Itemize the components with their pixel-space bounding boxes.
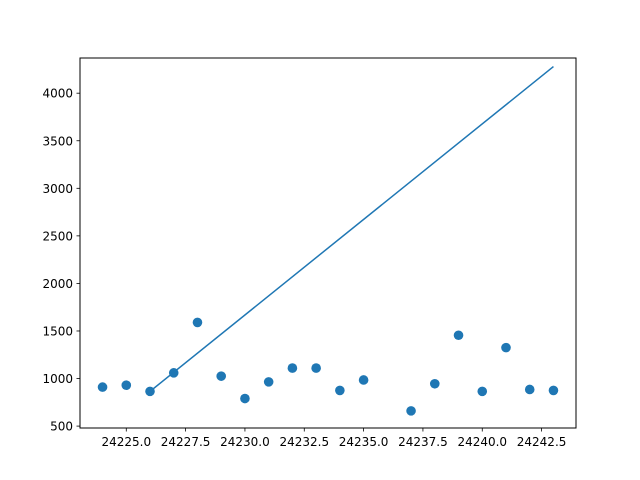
- trend-line: [149, 65, 554, 392]
- scatter-point: [192, 317, 203, 328]
- x-tick-label: 24230.0: [220, 435, 270, 449]
- scatter-point: [358, 375, 369, 385]
- y-tick-label: 3500: [42, 134, 73, 148]
- scatter-point: [121, 380, 132, 390]
- scatter-point: [477, 386, 488, 397]
- scatter-point: [216, 371, 227, 381]
- scatter-point: [97, 382, 108, 392]
- plot-frame: [79, 57, 577, 429]
- x-tick-label: 24232.5: [279, 435, 329, 449]
- x-tick-label: 24225.0: [101, 435, 151, 449]
- y-tick-label: 4000: [42, 87, 73, 101]
- x-tick-label: 24227.5: [161, 435, 211, 449]
- scatter-point: [524, 384, 535, 395]
- scatter-point: [429, 378, 440, 389]
- x-tick-label: 24235.0: [339, 435, 389, 449]
- scatter-point: [287, 363, 298, 373]
- scatter-point: [548, 385, 559, 396]
- y-tick-label: 2000: [42, 277, 73, 291]
- x-tick-label: 24240.0: [457, 435, 507, 449]
- series-layer: [97, 65, 559, 416]
- y-tick-label: 1500: [42, 324, 73, 338]
- scatter-point: [501, 342, 511, 353]
- y-axis-ticks: 500 1000 1500 2000 2500 3000 3500 4000: [42, 87, 80, 434]
- x-tick-label: 24237.5: [398, 435, 448, 449]
- x-axis-ticks: 24225.0 24227.5 24230.0 24232.5 24235.0 24237…: [101, 428, 566, 449]
- y-tick-label: 500: [50, 420, 73, 434]
- scatter-point: [406, 406, 416, 416]
- y-tick-label: 3000: [42, 182, 73, 196]
- scatter-point: [263, 377, 274, 387]
- scatter-point: [453, 330, 464, 341]
- plot-area: [80, 58, 576, 428]
- scatter-point: [240, 393, 250, 404]
- scatter-point: [335, 385, 345, 396]
- y-tick-label: 2500: [42, 229, 73, 243]
- scatter-point: [311, 363, 321, 373]
- y-tick-label: 1000: [42, 372, 73, 386]
- x-tick-label: 24242.5: [517, 435, 567, 449]
